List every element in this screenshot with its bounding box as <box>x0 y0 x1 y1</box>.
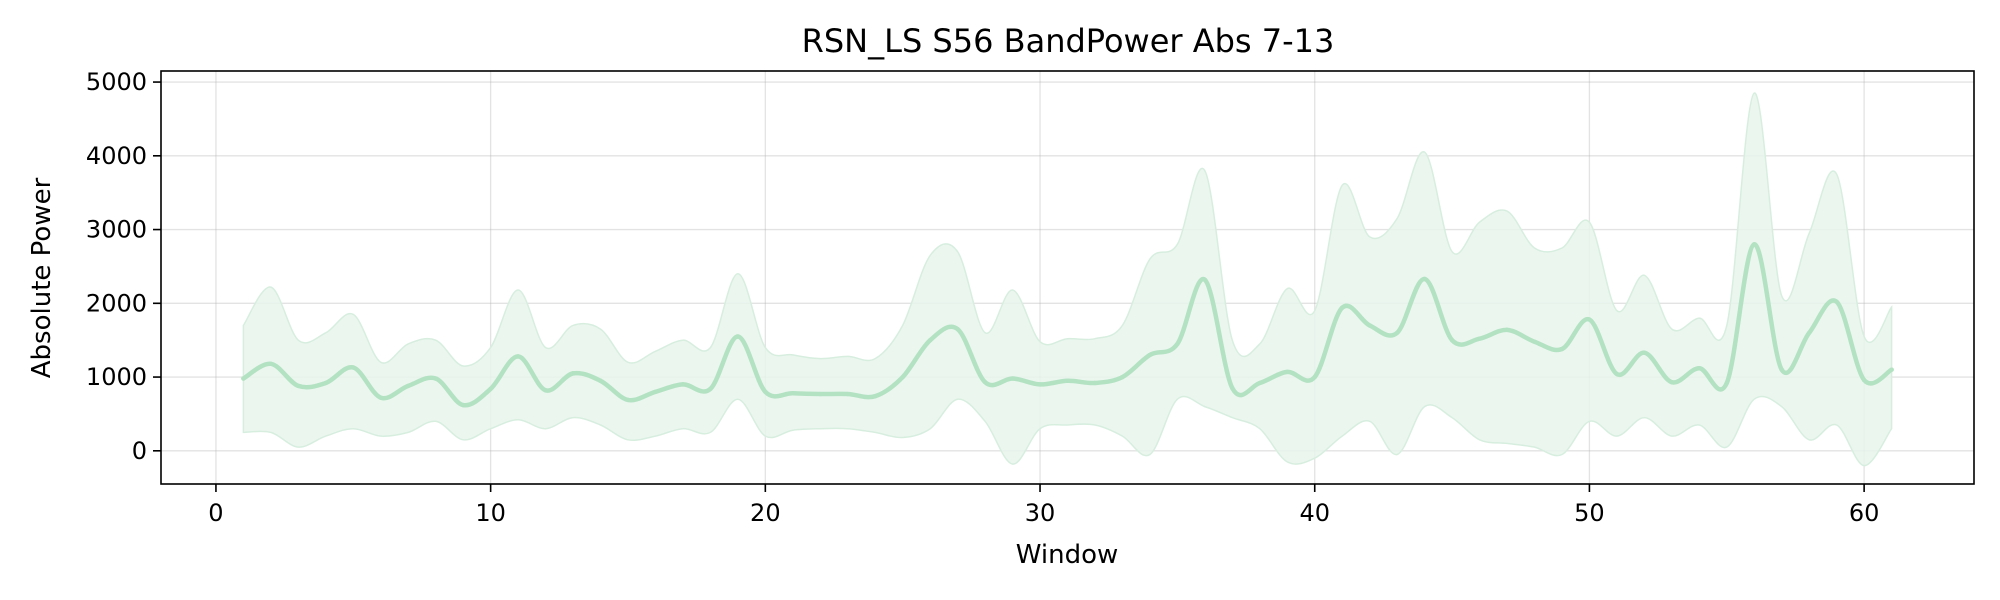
tick-layer: 0 10 20 30 40 50 60 0 1000 2000 3000 4000 5000 <box>86 68 1879 527</box>
mean-point <box>1422 276 1427 282</box>
mean-point <box>1697 366 1702 371</box>
mean-point <box>488 386 493 392</box>
mean-point <box>625 397 631 403</box>
mean-point <box>1752 242 1757 247</box>
y-tick-label: 0 <box>132 437 147 465</box>
x-axis-label: Window <box>1016 540 1119 570</box>
mean-point <box>351 365 356 370</box>
mean-point <box>845 391 850 397</box>
mean-point <box>1587 317 1592 322</box>
mean-point <box>653 389 658 395</box>
mean-point <box>1065 378 1070 383</box>
mean-point <box>818 391 823 397</box>
mean-point <box>460 402 466 408</box>
data-layer <box>241 92 1894 467</box>
mean-point <box>433 376 438 381</box>
x-tick-label: 60 <box>1849 499 1880 527</box>
y-tick-label: 2000 <box>86 289 147 317</box>
mean-point <box>955 326 960 332</box>
mean-point <box>1394 330 1400 336</box>
mean-point <box>790 391 796 396</box>
x-tick-label: 30 <box>1025 499 1056 527</box>
mean-point <box>1889 367 1894 372</box>
mean-point <box>1120 374 1125 380</box>
plot-frame <box>160 70 1975 485</box>
mean-point <box>1861 377 1867 383</box>
mean-point <box>1477 336 1482 341</box>
mean-point <box>515 354 521 359</box>
y-tick-label: 4000 <box>86 142 147 170</box>
mean-point <box>323 380 329 386</box>
x-tick-label: 40 <box>1299 499 1330 527</box>
mean-point <box>763 389 768 395</box>
x-tick-label: 20 <box>750 499 781 527</box>
mean-point <box>1504 327 1510 333</box>
mean-point <box>1669 380 1675 385</box>
y-tick-label: 1000 <box>86 363 147 391</box>
mean-point <box>1257 380 1262 386</box>
mean-point <box>1806 330 1812 336</box>
mean-point <box>406 383 411 389</box>
chart-title: RSN_LS S56 BandPower Abs 7-13 <box>802 22 1335 60</box>
mean-point <box>378 395 383 400</box>
mean-point <box>598 378 603 383</box>
mean-point <box>1312 374 1317 380</box>
y-tick-label: 5000 <box>86 68 147 96</box>
mean-point <box>1449 337 1455 343</box>
mean-point <box>296 383 301 389</box>
mean-point <box>1339 305 1345 310</box>
mean-point <box>1532 339 1537 344</box>
mean-point <box>268 361 274 366</box>
y-tick-label: 3000 <box>86 216 147 244</box>
mean-point <box>543 388 548 393</box>
mean-point <box>1147 352 1153 358</box>
mean-point <box>1175 341 1180 347</box>
mean-point <box>1779 367 1784 372</box>
mean-point <box>982 380 988 385</box>
mean-point <box>1642 350 1647 355</box>
y-axis-label: Absolute Power <box>27 177 57 378</box>
mean-point <box>241 376 246 381</box>
mean-point <box>1614 371 1620 377</box>
x-tick-label: 0 <box>208 499 223 527</box>
mean-point <box>708 386 713 392</box>
mean-point <box>1010 376 1015 381</box>
mean-point <box>1230 385 1235 391</box>
x-tick-label: 50 <box>1574 499 1605 527</box>
mean-point <box>1202 277 1208 282</box>
mean-point <box>1092 380 1098 386</box>
mean-point <box>735 334 741 339</box>
mean-point <box>1834 299 1839 305</box>
mean-point <box>1559 346 1565 352</box>
mean-point <box>1285 369 1290 375</box>
mean-point <box>1367 323 1372 328</box>
mean-point <box>1037 382 1043 387</box>
mean-point <box>680 382 686 387</box>
mean-point <box>1724 380 1729 386</box>
mean-point <box>927 337 933 343</box>
std-band <box>242 92 1893 467</box>
x-tick-label: 10 <box>475 499 506 527</box>
mean-point <box>570 371 576 376</box>
mean-point <box>873 394 878 399</box>
mean-point <box>900 374 905 380</box>
